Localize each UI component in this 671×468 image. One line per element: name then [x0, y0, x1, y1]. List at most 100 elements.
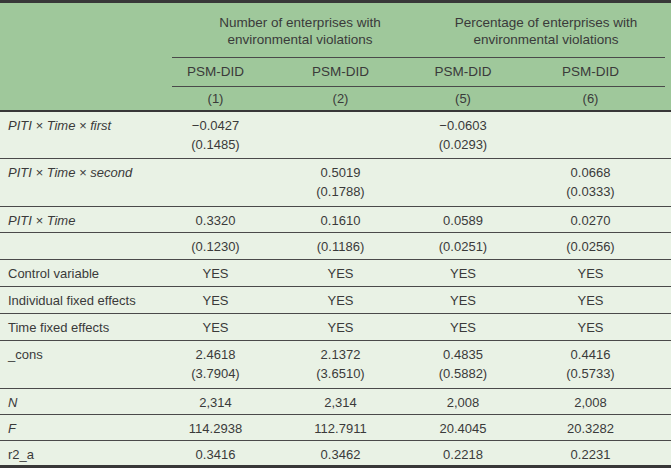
- cell-value: 0.2231: [523, 445, 658, 464]
- table-cell: 2,008: [523, 389, 658, 414]
- group-header-percentage-label: Percentage of enterprises with environme…: [455, 15, 637, 47]
- table-row: _cons 2.4618(3.7904) 2.1372(3.6510) 0.48…: [0, 341, 671, 389]
- table-cell: (0.1186): [278, 233, 403, 259]
- table-cell: 0.2231: [523, 441, 658, 465]
- model-number-1: (1): [153, 87, 278, 110]
- row-label: [0, 233, 153, 259]
- cell-value: YES: [153, 291, 278, 310]
- group-header-number: Number of enterprises with environmental…: [153, 3, 403, 57]
- cell-value: 2,008: [523, 393, 658, 412]
- model-number-5: (5): [403, 87, 523, 110]
- method-row: PSM-DID PSM-DID PSM-DID PSM-DID: [0, 58, 671, 86]
- cell-value: 114.2938: [153, 419, 278, 438]
- group-header-number-label: Number of enterprises with environmental…: [219, 15, 380, 47]
- table-cell: 0.4416(0.5733): [523, 341, 658, 388]
- cell-value: YES: [523, 291, 658, 310]
- cell-stderr: (3.7904): [153, 364, 278, 383]
- cell-value: 2,008: [403, 393, 523, 412]
- model-number-row: (1) (2) (5) (6): [0, 87, 671, 110]
- table-cell: 0.4835(0.5882): [403, 341, 523, 388]
- table-cell: 2.1372(3.6510): [278, 341, 403, 388]
- cell-stderr: (0.1230): [153, 237, 278, 256]
- table-row: Time fixed effects YES YES YES YES: [0, 314, 671, 341]
- cell-value: YES: [278, 264, 403, 283]
- row-label: Time fixed effects: [0, 314, 153, 340]
- group-header-row: Number of enterprises with environmental…: [0, 3, 671, 57]
- table-cell: YES: [403, 314, 523, 340]
- cell-value: YES: [153, 318, 278, 337]
- table-row: Individual fixed effects YES YES YES YES: [0, 287, 671, 314]
- group-header-percentage: Percentage of enterprises with environme…: [403, 3, 658, 57]
- table-cell: YES: [278, 260, 403, 286]
- table-cell: YES: [278, 287, 403, 313]
- table-cell: 20.4045: [403, 415, 523, 440]
- cell-stderr: (0.0251): [403, 237, 523, 256]
- table-row: PITI × Time 0.3320 0.1610 0.0589 0.0270: [0, 207, 671, 233]
- cell-value: YES: [523, 264, 658, 283]
- table-cell: 0.2218: [403, 441, 523, 465]
- cell-value: 0.4416: [523, 345, 658, 364]
- table-cell: YES: [153, 287, 278, 313]
- table-cell: (0.0251): [403, 233, 523, 259]
- cell-value: 2.1372: [278, 345, 403, 364]
- row-label: N: [0, 389, 153, 414]
- table-cell: 0.3416: [153, 441, 278, 465]
- cell-value: 112.7911: [278, 419, 403, 438]
- table-row: PITI × Time × first −0.0427(0.1485) −0.0…: [0, 112, 671, 159]
- table-cell: 0.3320: [153, 207, 278, 232]
- table-cell: 20.3282: [523, 415, 658, 440]
- table-cell: −0.0427(0.1485): [153, 112, 278, 158]
- cell-value: 0.3462: [278, 445, 403, 464]
- cell-value: 0.4835: [403, 345, 523, 364]
- cell-stderr: (0.5882): [403, 364, 523, 383]
- table-cell: 0.5019(0.1788): [278, 159, 403, 206]
- cell-value: 0.0589: [403, 211, 523, 230]
- table-header: Number of enterprises with environmental…: [0, 3, 671, 110]
- table-cell: [153, 159, 278, 206]
- cell-stderr: (0.5733): [523, 364, 658, 383]
- row-label: Individual fixed effects: [0, 287, 153, 313]
- cell-value: YES: [403, 318, 523, 337]
- table-cell: [278, 112, 403, 158]
- cell-value: YES: [278, 291, 403, 310]
- cell-value: −0.0603: [403, 116, 523, 135]
- cell-value: YES: [403, 264, 523, 283]
- table-cell: YES: [523, 287, 658, 313]
- cell-value: 0.3416: [153, 445, 278, 464]
- cell-value: YES: [523, 318, 658, 337]
- row-label: PITI × Time × first: [0, 112, 153, 158]
- table-row: Control variable YES YES YES YES: [0, 260, 671, 287]
- table-cell: 0.0270: [523, 207, 658, 232]
- cell-stderr: (0.0333): [523, 182, 658, 201]
- row-label: F: [0, 415, 153, 440]
- table-cell: 2,314: [278, 389, 403, 414]
- method-col-3: PSM-DID: [403, 58, 523, 86]
- table-cell: 114.2938: [153, 415, 278, 440]
- table-cell: 2.4618(3.7904): [153, 341, 278, 388]
- table-body: PITI × Time × first −0.0427(0.1485) −0.0…: [0, 112, 671, 465]
- table-cell: 112.7911: [278, 415, 403, 440]
- model-number-6: (6): [523, 87, 658, 110]
- row-label: PITI × Time × second: [0, 159, 153, 206]
- table-cell: 2,314: [153, 389, 278, 414]
- cell-value: 2,314: [153, 393, 278, 412]
- table-cell: (0.1230): [153, 233, 278, 259]
- table-row: PITI × Time × second 0.5019(0.1788) 0.06…: [0, 159, 671, 207]
- table-row: F 114.2938 112.7911 20.4045 20.3282: [0, 415, 671, 441]
- table-row: r2_a 0.3416 0.3462 0.2218 0.2231: [0, 441, 671, 465]
- cell-value: 0.3320: [153, 211, 278, 230]
- cell-stderr: (3.6510): [278, 364, 403, 383]
- table-cell: YES: [278, 314, 403, 340]
- model-number-2: (2): [278, 87, 403, 110]
- cell-stderr: (0.1186): [278, 237, 403, 256]
- table-cell: YES: [403, 260, 523, 286]
- cell-stderr: (0.0293): [403, 135, 523, 154]
- table-cell: [523, 112, 658, 158]
- row-label: PITI × Time: [0, 207, 153, 232]
- cell-stderr: (0.1788): [278, 182, 403, 201]
- row-label: Control variable: [0, 260, 153, 286]
- cell-value: YES: [153, 264, 278, 283]
- cell-value: 0.2218: [403, 445, 523, 464]
- table-cell: YES: [153, 314, 278, 340]
- row-label: _cons: [0, 341, 153, 388]
